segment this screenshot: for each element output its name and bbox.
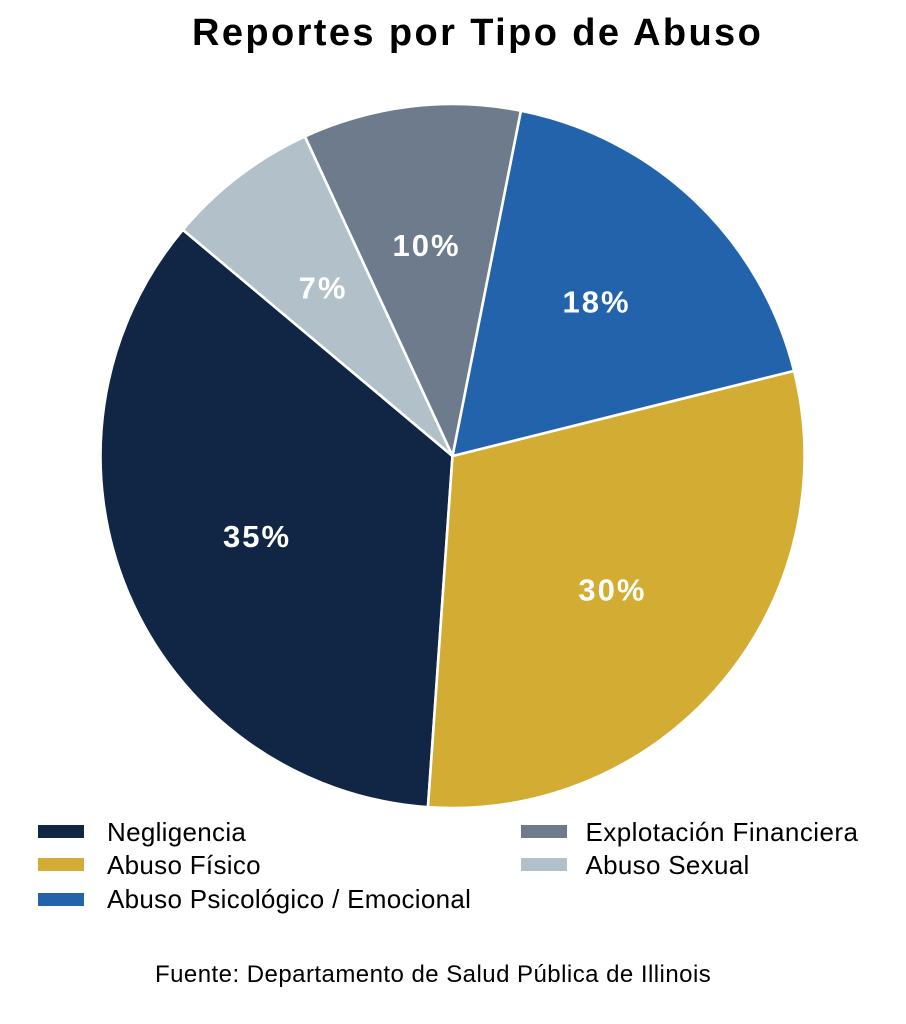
svg-text:30%: 30%: [578, 572, 646, 607]
svg-text:35%: 35%: [223, 519, 291, 554]
svg-text:10%: 10%: [392, 228, 460, 263]
svg-text:18%: 18%: [562, 285, 630, 320]
svg-text:7%: 7%: [299, 271, 348, 306]
